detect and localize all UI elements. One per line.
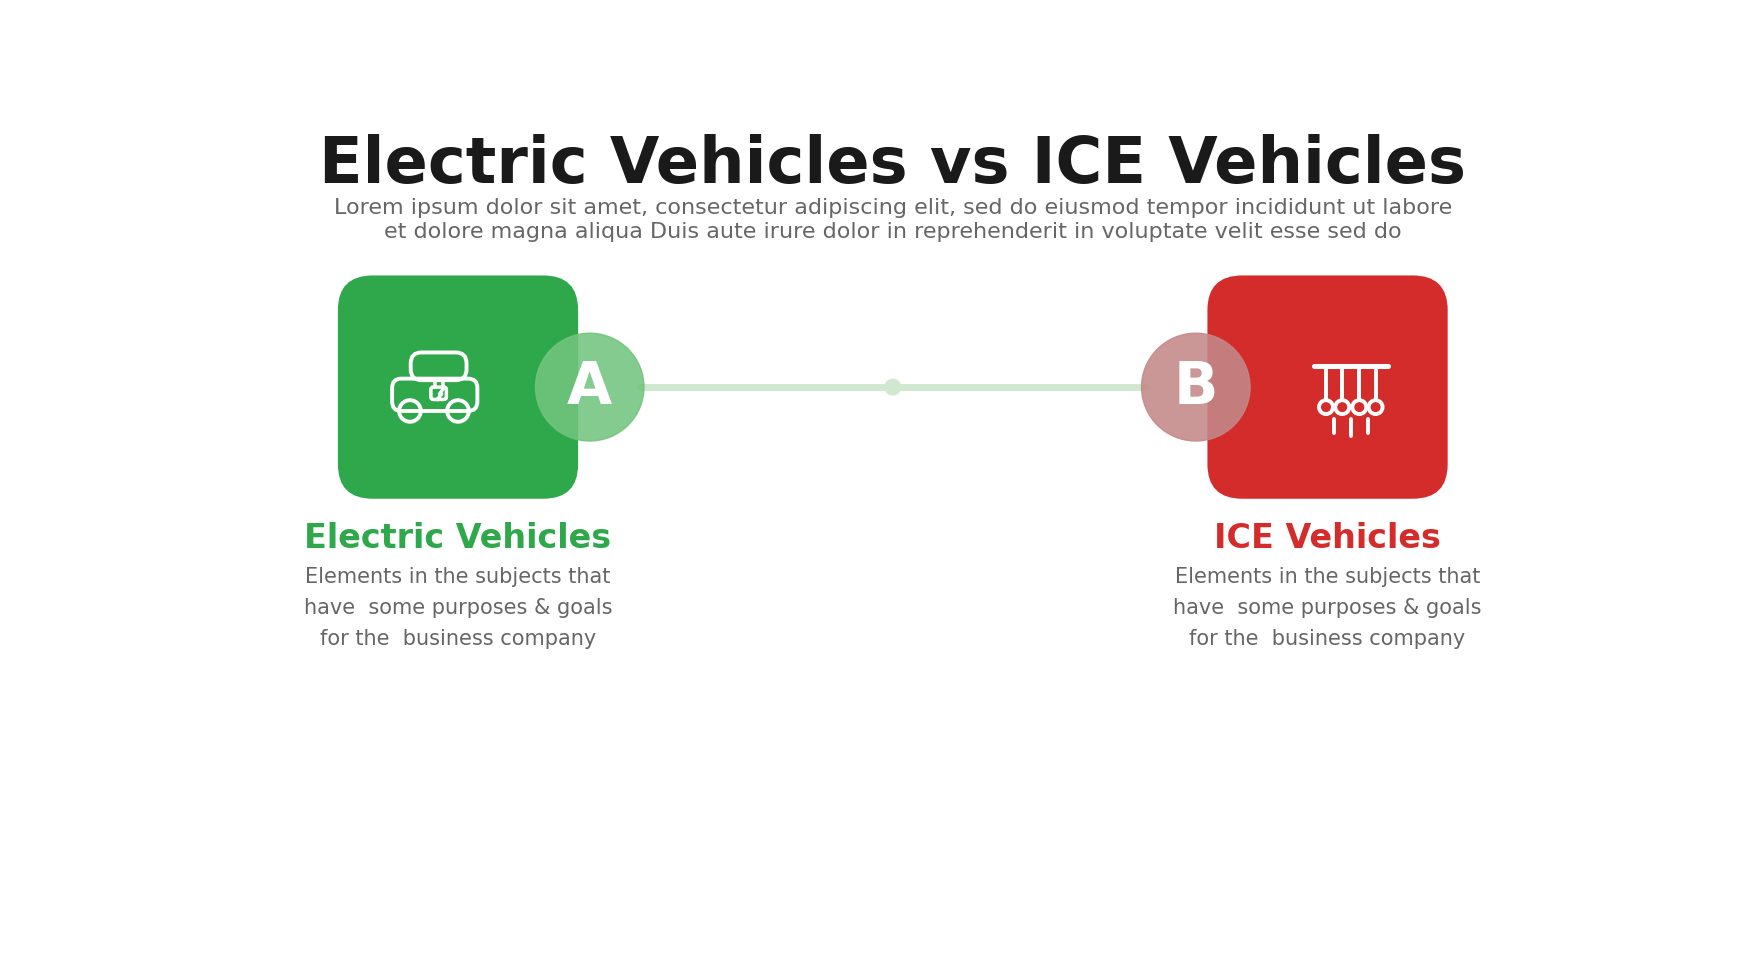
Ellipse shape bbox=[885, 378, 901, 396]
Text: Electric Vehicles vs ICE Vehicles: Electric Vehicles vs ICE Vehicles bbox=[319, 134, 1467, 196]
Circle shape bbox=[1141, 333, 1251, 441]
Text: B: B bbox=[1174, 359, 1218, 416]
FancyBboxPatch shape bbox=[1207, 275, 1448, 499]
FancyBboxPatch shape bbox=[338, 275, 578, 499]
Text: Elements in the subjects that
have  some purposes & goals
for the  business comp: Elements in the subjects that have some … bbox=[1174, 566, 1482, 650]
Text: et dolore magna aliqua Duis aute irure dolor in reprehenderit in voluptate velit: et dolore magna aliqua Duis aute irure d… bbox=[383, 221, 1402, 241]
Text: Electric Vehicles: Electric Vehicles bbox=[305, 522, 611, 556]
Text: Elements in the subjects that
have  some purposes & goals
for the  business comp: Elements in the subjects that have some … bbox=[303, 566, 611, 650]
Circle shape bbox=[535, 333, 645, 441]
Text: ICE Vehicles: ICE Vehicles bbox=[1214, 522, 1441, 556]
Text: Lorem ipsum dolor sit amet, consectetur adipiscing elit, sed do eiusmod tempor i: Lorem ipsum dolor sit amet, consectetur … bbox=[334, 199, 1451, 219]
Text: A: A bbox=[568, 359, 611, 416]
